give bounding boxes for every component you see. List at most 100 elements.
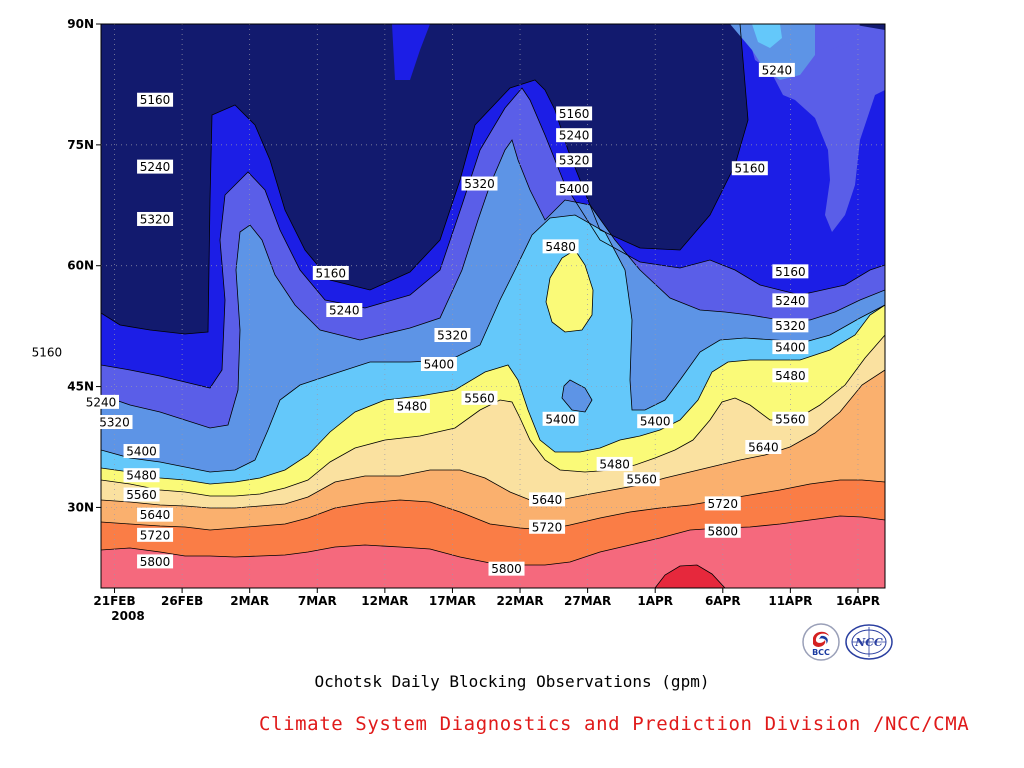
contour-label-text: 5800: [708, 524, 739, 538]
contour-label: 5480: [772, 368, 809, 383]
contour-label: 5320: [137, 211, 174, 226]
contour-label: 5640: [529, 492, 566, 507]
contour-label-text: 5560: [126, 488, 157, 502]
contour-label: 5400: [772, 340, 809, 355]
contour-label: 5640: [137, 507, 174, 522]
contour-label-text: 5160: [316, 266, 347, 280]
x-tick-label: 26FEB: [161, 594, 203, 608]
contour-label-box: [137, 527, 174, 542]
contour-label-text: 5320: [140, 212, 171, 226]
contour-label-box: [529, 492, 566, 507]
x-tick-label: 17MAR: [429, 594, 476, 608]
contour-label-text: 5560: [626, 473, 657, 487]
contour-label-text: 5160: [735, 162, 766, 176]
contour-label-text: 5400: [424, 358, 455, 372]
ncc-logo-icon: NCC: [844, 622, 894, 666]
x-axis: 21FEB 26FEB 2MAR 7MAR 12MAR 17MAR 22MAR 27MAR 1A…: [93, 588, 880, 608]
contour-label: 5160: [312, 265, 349, 280]
contour-label-box: [420, 357, 457, 372]
contour-label-box: [28, 344, 65, 359]
contour-label: 5160: [731, 161, 768, 176]
y-tick-label: 90N: [67, 17, 94, 31]
contour-label-box: [772, 340, 809, 355]
contour-label-text: 5400: [126, 445, 157, 459]
contour-label: 5320: [96, 415, 133, 430]
grid-lines: [101, 24, 885, 588]
plot-frame: [100, 23, 886, 589]
contour-label-text: 5320: [775, 319, 806, 333]
contour-label-box: [137, 211, 174, 226]
contour-label: 5320: [772, 318, 809, 333]
y-tick-label: 75N: [67, 138, 94, 152]
contour-label-box: [326, 303, 363, 318]
contour-label: 5800: [704, 523, 741, 538]
contour-label-box: [704, 496, 741, 511]
y-tick-label: 45N: [67, 380, 94, 394]
contour-label: 5480: [596, 456, 633, 471]
contour-label: 5240: [758, 62, 795, 77]
contour-label-text: 5320: [464, 177, 495, 191]
contour-label: 5720: [137, 527, 174, 542]
contour-label-box: [772, 264, 809, 279]
contour-label-box: [731, 161, 768, 176]
contour-label-box: [137, 92, 174, 107]
y-tick-label: 30N: [67, 500, 94, 514]
band-5240-cap: [703, 24, 860, 50]
contour-label: 5240: [326, 303, 363, 318]
contour-label-text: 5560: [464, 391, 495, 405]
contour-label-box: [556, 153, 593, 168]
contour-labels: 5160 5240 5320 5160 5240 5320 5400 5480 5560 5320…: [28, 62, 809, 576]
y-axis: 30N 45N 60N 75N 90N: [67, 17, 101, 514]
contour-label-text: 5400: [640, 415, 671, 429]
contour-label-box: [312, 265, 349, 280]
contour-label-box: [745, 440, 782, 454]
contour-label-box: [637, 414, 674, 429]
contour-label-box: [83, 394, 119, 409]
contour-label: 5240: [772, 293, 809, 308]
contour-label: 5480: [393, 398, 430, 413]
contour-label-box: [772, 293, 809, 308]
x-tick-label: 11APR: [768, 594, 812, 608]
contour-label: 5400: [420, 357, 457, 372]
contour-label: 5640: [745, 440, 782, 455]
x-tick-label: 16APR: [836, 594, 880, 608]
contour-label-text: 5400: [545, 412, 576, 426]
contour-label-box: [542, 411, 579, 426]
contour-label: 5560: [772, 411, 809, 426]
contour-label: 5480: [542, 239, 579, 254]
x-tick-label: 22MAR: [496, 594, 543, 608]
credit-text: Climate System Diagnostics and Predictio…: [259, 713, 970, 735]
contour-label-text: 5560: [775, 412, 806, 426]
contour-label-box: [461, 176, 498, 191]
contour-label: 5240: [556, 128, 593, 143]
contour-label-box: [772, 318, 809, 333]
contour-label-box: [123, 468, 160, 483]
contour-label-text: 5640: [140, 508, 171, 522]
contour-label: 5720: [529, 519, 566, 534]
contour-label-text: 5240: [86, 395, 117, 409]
x-tick-label: 7MAR: [298, 594, 337, 608]
contour-label-text: 5160: [32, 345, 63, 359]
contour-label: 5320: [461, 176, 498, 191]
contour-label-box: [488, 561, 525, 576]
contour-label-text: 5720: [532, 520, 563, 534]
x-axis-year-label: 2008: [111, 609, 144, 623]
contour-label-text: 5400: [775, 341, 806, 355]
contour-label-text: 5240: [559, 129, 590, 143]
contour-label-text: 5320: [559, 154, 590, 168]
plot-area: [101, 24, 885, 588]
contour-label-box: [556, 128, 593, 143]
contour-label: 5560: [123, 487, 160, 502]
contour-label-box: [393, 398, 430, 413]
contour-label-box: [556, 181, 593, 196]
light-patch-top: [752, 24, 782, 48]
contour-label-box: [556, 106, 593, 121]
contour-label: 5240: [137, 159, 174, 174]
x-tick-label: 1APR: [637, 594, 673, 608]
x-tick-label: 12MAR: [361, 594, 408, 608]
contour-label: 5400: [637, 414, 674, 429]
contour-label-text: 5480: [545, 240, 576, 254]
contour-label: 5720: [704, 496, 741, 511]
contour-label: 5400: [542, 411, 579, 426]
contour-label-text: 5720: [708, 497, 739, 511]
